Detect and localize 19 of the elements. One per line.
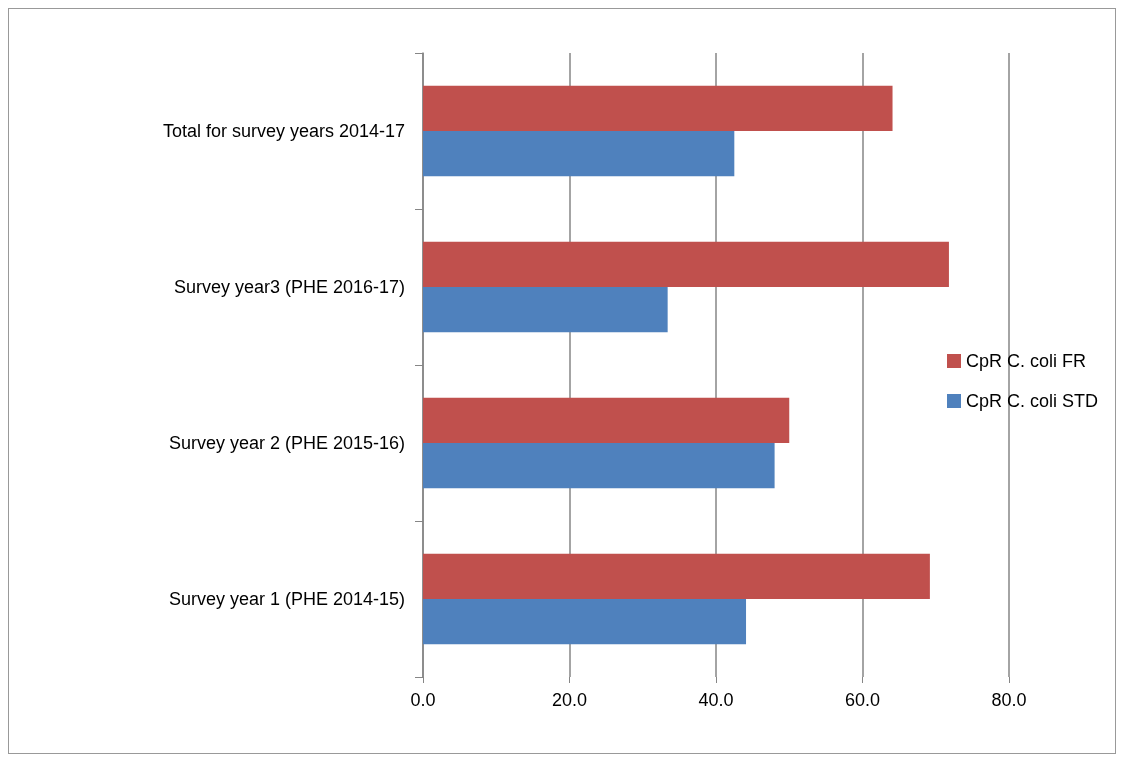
x-tick-label: 0.0 — [410, 690, 436, 710]
y-tick-label: Survey year 1 (PHE 2014-15) — [168, 589, 405, 609]
y-tick-label: Total for survey years 2014-17 — [162, 121, 405, 141]
bar — [423, 131, 735, 177]
bar — [423, 85, 893, 131]
bar — [423, 287, 668, 333]
bar — [423, 553, 930, 599]
bar — [423, 599, 747, 645]
x-tick-label: 60.0 — [844, 690, 881, 710]
x-tick-label: 20.0 — [551, 690, 588, 710]
x-tick-label: 80.0 — [991, 690, 1027, 710]
x-tick-label: 40.0 — [698, 690, 734, 710]
bar — [423, 241, 949, 287]
y-tick-label: Survey year3 (PHE 2016-17) — [173, 277, 405, 297]
legend-label: CpR C. coli STD — [965, 391, 1099, 411]
legend-label: CpR C. coli FR — [965, 351, 1086, 371]
bar — [423, 397, 790, 443]
bar — [423, 443, 775, 489]
y-tick-label: Survey year 2 (PHE 2015-16) — [168, 433, 405, 453]
